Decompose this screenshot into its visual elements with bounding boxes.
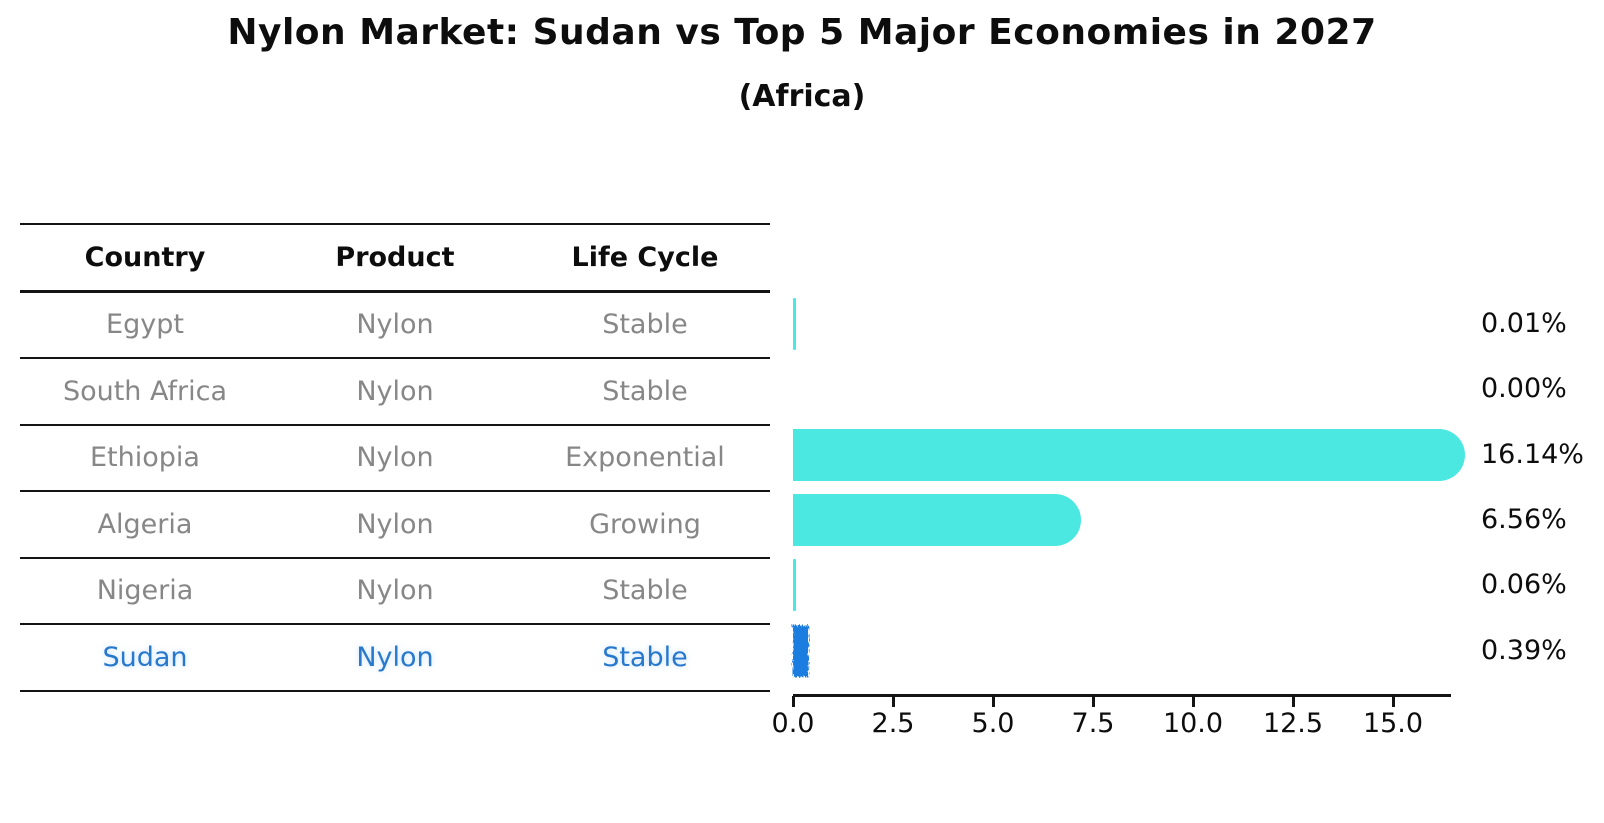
country-table: Country Product Life Cycle Egypt Nylon Sta… <box>20 223 770 692</box>
table-cell-country: Ethiopia <box>90 442 200 474</box>
bar-algeria <box>793 493 1082 546</box>
value-label-south-africa: 0.00% <box>1481 373 1567 405</box>
x-axis-tick <box>1092 696 1095 707</box>
x-axis-tick-label: 12.5 <box>1262 708 1324 739</box>
table-header-row: Country Product Life Cycle <box>20 225 770 293</box>
table-row-nigeria: Nigeria Nylon Stable <box>20 559 770 625</box>
x-axis-tick-label: 10.0 <box>1162 708 1224 739</box>
table-cell-product: Nylon <box>356 575 434 607</box>
chart-subtitle: (Africa) <box>738 79 866 114</box>
table-header-lifecycle: Life Cycle <box>571 241 719 273</box>
x-axis-tick-label: 15.0 <box>1362 708 1424 739</box>
table-cell-country: South Africa <box>62 375 228 407</box>
table-cell-product: Nylon <box>356 442 434 474</box>
table-cell-country: Algeria <box>97 508 193 540</box>
table-row-egypt: Egypt Nylon Stable <box>20 293 770 359</box>
table-cell-product: Nylon <box>356 641 434 673</box>
x-axis-tick <box>892 696 895 707</box>
x-axis-tick-label: 7.5 <box>1071 708 1115 739</box>
bar-ethiopia <box>793 428 1465 481</box>
x-axis-tick <box>792 696 795 707</box>
table-cell-life-cycle: Stable <box>602 375 688 407</box>
table-cell-product: Nylon <box>356 309 434 341</box>
chart-title: Nylon Market: Sudan vs Top 5 Major Econo… <box>227 12 1377 53</box>
value-label-egypt: 0.01% <box>1481 308 1567 339</box>
value-label-nigeria: 0.06% <box>1481 569 1567 601</box>
x-axis-tick <box>1192 696 1195 707</box>
bar-egypt <box>793 298 796 350</box>
table-header-country: Country <box>84 241 206 273</box>
table-row-ethiopia: Ethiopia Nylon Exponential <box>20 426 770 492</box>
x-axis-tick-label: 5.0 <box>971 708 1015 739</box>
table-cell-life-cycle: Stable <box>602 309 688 341</box>
table-cell-life-cycle: Stable <box>602 641 688 673</box>
table-cell-life-cycle: Exponential <box>565 442 725 474</box>
table-cell-product: Nylon <box>356 508 434 540</box>
x-axis-tick <box>992 696 995 707</box>
bar-sudan <box>793 624 809 677</box>
x-axis-tick-label: 2.5 <box>871 708 915 739</box>
value-label-sudan: 0.39% <box>1481 634 1567 666</box>
table-cell-life-cycle: Stable <box>602 575 688 607</box>
table-row-south-africa: South Africa Nylon Stable <box>20 359 770 426</box>
table-cell-country: Egypt <box>106 309 184 341</box>
value-label-ethiopia: 16.14% <box>1481 438 1584 470</box>
table-row-sudan: Sudan Nylon Stable <box>20 625 770 692</box>
table-cell-country: Nigeria <box>96 575 194 607</box>
x-axis-tick <box>1292 696 1295 707</box>
x-axis-tick-label: 0.0 <box>771 708 815 739</box>
x-axis-tick <box>1392 696 1395 707</box>
value-label-algeria: 6.56% <box>1481 503 1567 535</box>
table-header-product: Product <box>335 241 455 273</box>
table-cell-country: Sudan <box>102 641 188 673</box>
table-body: Egypt Nylon Stable South Africa Nylon Stable E… <box>20 293 770 692</box>
table-cell-life-cycle: Growing <box>589 508 701 540</box>
table-cell-product: Nylon <box>356 375 434 407</box>
x-axis-line <box>793 694 1451 697</box>
bar-nigeria <box>793 559 796 612</box>
table-row-algeria: Algeria Nylon Growing <box>20 492 770 559</box>
